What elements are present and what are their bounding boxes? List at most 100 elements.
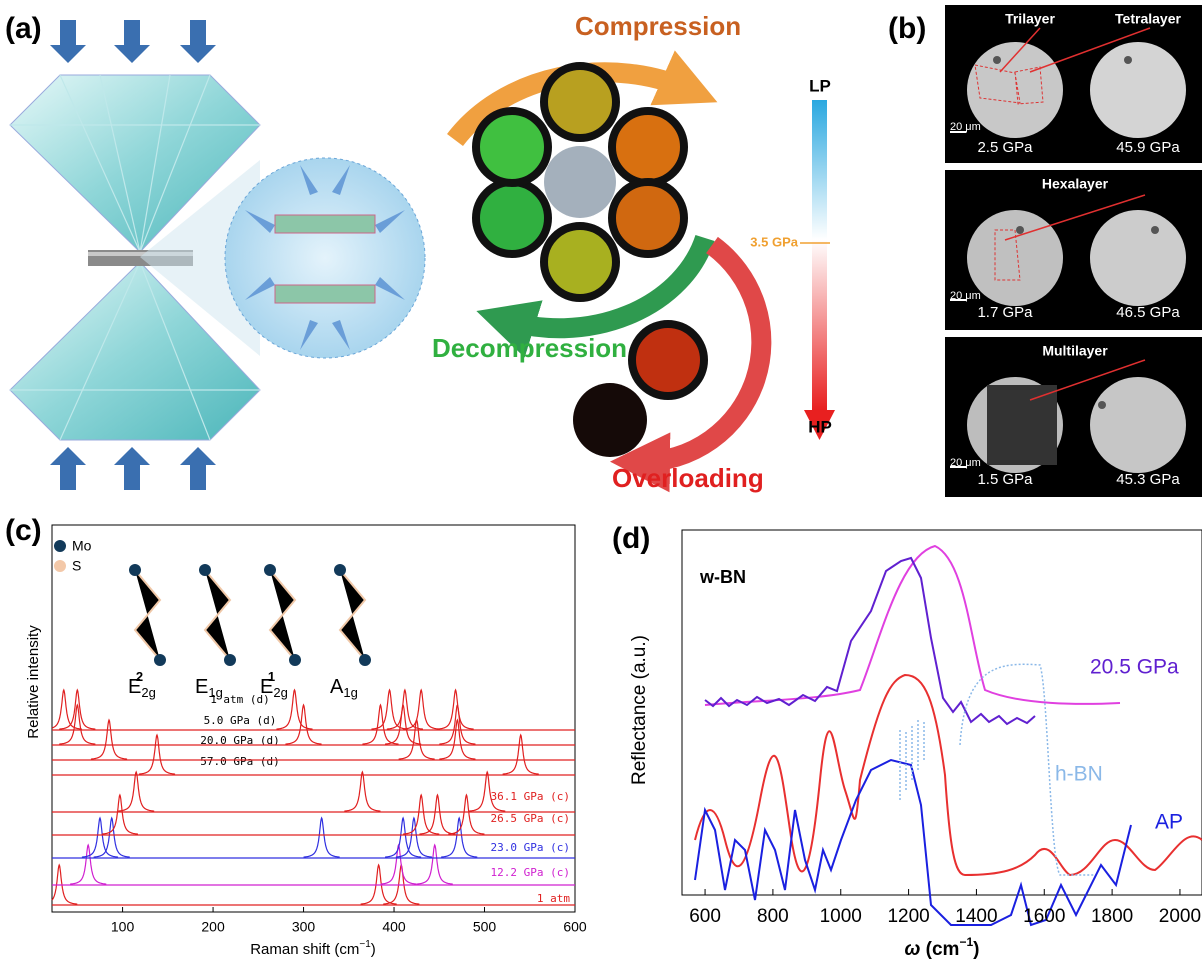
plot-frame-d [682, 530, 1202, 895]
legend-label: S [72, 558, 81, 574]
pressure-label: 1.5 GPa [977, 471, 1033, 488]
x-label-close: ) [973, 939, 979, 960]
x-tick-label: 2000 [1159, 906, 1201, 927]
x-tick-label: 1400 [955, 906, 997, 927]
raman-peak [102, 795, 138, 834]
raman-peak [362, 705, 398, 744]
x-tick-label: 300 [292, 919, 316, 935]
raman-peak [439, 720, 475, 759]
pressure-label: 1.7 GPa [977, 304, 1033, 321]
x-axis-label: Raman shift (cm−1) [250, 939, 376, 958]
mode-label: E2g2 [128, 669, 156, 700]
mode-base: E [195, 676, 208, 698]
layer-title: Tetralayer [1115, 11, 1181, 27]
x-tick-label: 500 [473, 919, 497, 935]
material-label: AP [1155, 811, 1183, 834]
layer-title: Trilayer [1005, 11, 1055, 27]
threshold-label: 3.5 GPa [750, 234, 798, 249]
pressure-label: 45.3 GPa [1116, 471, 1180, 488]
trace-label: 1 atm [537, 892, 570, 905]
raman-peak [304, 818, 340, 857]
x-label-sup: −1 [359, 939, 371, 950]
x-tick-label: 1000 [820, 906, 862, 927]
x-tick-label: 1200 [887, 906, 929, 927]
legend-label: Mo [72, 538, 92, 554]
raman-peak [59, 705, 95, 744]
pressure-label: 46.5 GPa [1116, 304, 1180, 321]
x-tick-label: 1800 [1091, 906, 1133, 927]
x-tick-label: 600 [563, 919, 587, 935]
material-label: w-BN [699, 567, 746, 587]
trace-label: 1 atm (d) [210, 693, 270, 706]
y-axis-label: Relative intensity [25, 625, 42, 739]
raman-peak [441, 818, 477, 857]
trace-label: 12.2 GPa (c) [491, 866, 570, 879]
raman-peak [419, 795, 455, 834]
panel-label: (d) [612, 522, 650, 555]
mode-sup: 1 [268, 669, 275, 684]
scale-bar-label: 20 μm [950, 457, 981, 469]
scale-bar-label: 20 μm [950, 290, 981, 302]
panel-label: (a) [5, 12, 42, 45]
raman-peak [118, 772, 154, 811]
x-tick-label: 200 [201, 919, 225, 935]
x-label-text: Raman shift (cm [250, 941, 359, 958]
panel-b-art [945, 5, 1202, 497]
raman-peak [503, 735, 539, 774]
mode-sketch [54, 540, 371, 666]
overloading-label: Overloading [612, 463, 764, 493]
x-label-close: ) [371, 941, 376, 958]
x-label-text: (cm [920, 939, 959, 960]
x-tick-label: 100 [111, 919, 135, 935]
raman-peak [403, 795, 439, 834]
x-tick-label: 1600 [1023, 906, 1065, 927]
raman-peak [52, 690, 82, 729]
raman-peak [448, 795, 484, 834]
trace-label: 23.0 GPa (c) [491, 841, 570, 854]
raman-peak [385, 818, 421, 857]
mode-sub: 1g [343, 685, 357, 700]
raman-peak [70, 845, 106, 884]
mode-sub: 2g [273, 685, 287, 700]
pressure-label: 45.9 GPa [1116, 139, 1180, 156]
trace-label: 5.0 GPa (d) [204, 714, 277, 727]
scale-bar-label: 20 μm [950, 121, 981, 133]
reflectance-curves [695, 546, 1202, 925]
compression-label: Compression [575, 11, 741, 41]
figure: (a) Compression Decompression Overloadin… [0, 0, 1202, 962]
lp-label: LP [809, 76, 831, 95]
x-tick-label: 600 [689, 906, 721, 927]
raman-peak [91, 720, 127, 759]
raman-peak [139, 735, 175, 774]
mode-label: A1g [330, 676, 358, 700]
decompression-label: Decompression [432, 333, 627, 363]
raman-peak [403, 690, 439, 729]
material-label: h-BN [1055, 763, 1103, 786]
trace-label: 36.1 GPa (c) [491, 790, 570, 803]
pressure-label: 2.5 GPa [977, 139, 1033, 156]
raman-peak [396, 818, 432, 857]
raman-peak [438, 690, 474, 729]
layer-title: Multilayer [1042, 343, 1108, 359]
trace-label: 57.0 GPa (d) [200, 755, 279, 768]
raman-peak [439, 705, 475, 744]
panel-label: (b) [888, 12, 926, 45]
raman-peak [381, 845, 417, 884]
y-axis-label: Reflectance (a.u.) [629, 635, 650, 785]
x-axis-label: ω (cm−1) [905, 935, 980, 960]
mode-base: A [330, 676, 344, 698]
layer-title: Hexalayer [1042, 176, 1109, 192]
x-tick-label: 800 [757, 906, 789, 927]
panel-a-art [10, 20, 835, 490]
panel-label: (c) [5, 514, 42, 547]
raman-peak [417, 845, 453, 884]
hp-label: HP [808, 417, 832, 436]
x-label-symbol: ω [905, 939, 921, 960]
mode-sup: 2 [136, 669, 143, 684]
x-label-sup: −1 [959, 935, 973, 949]
x-tick-label: 400 [382, 919, 406, 935]
mode-sub: 2g [141, 685, 155, 700]
raman-peak [344, 772, 380, 811]
pressure-label: 20.5 GPa [1090, 656, 1179, 679]
trace-label: 26.5 GPa (c) [491, 812, 570, 825]
